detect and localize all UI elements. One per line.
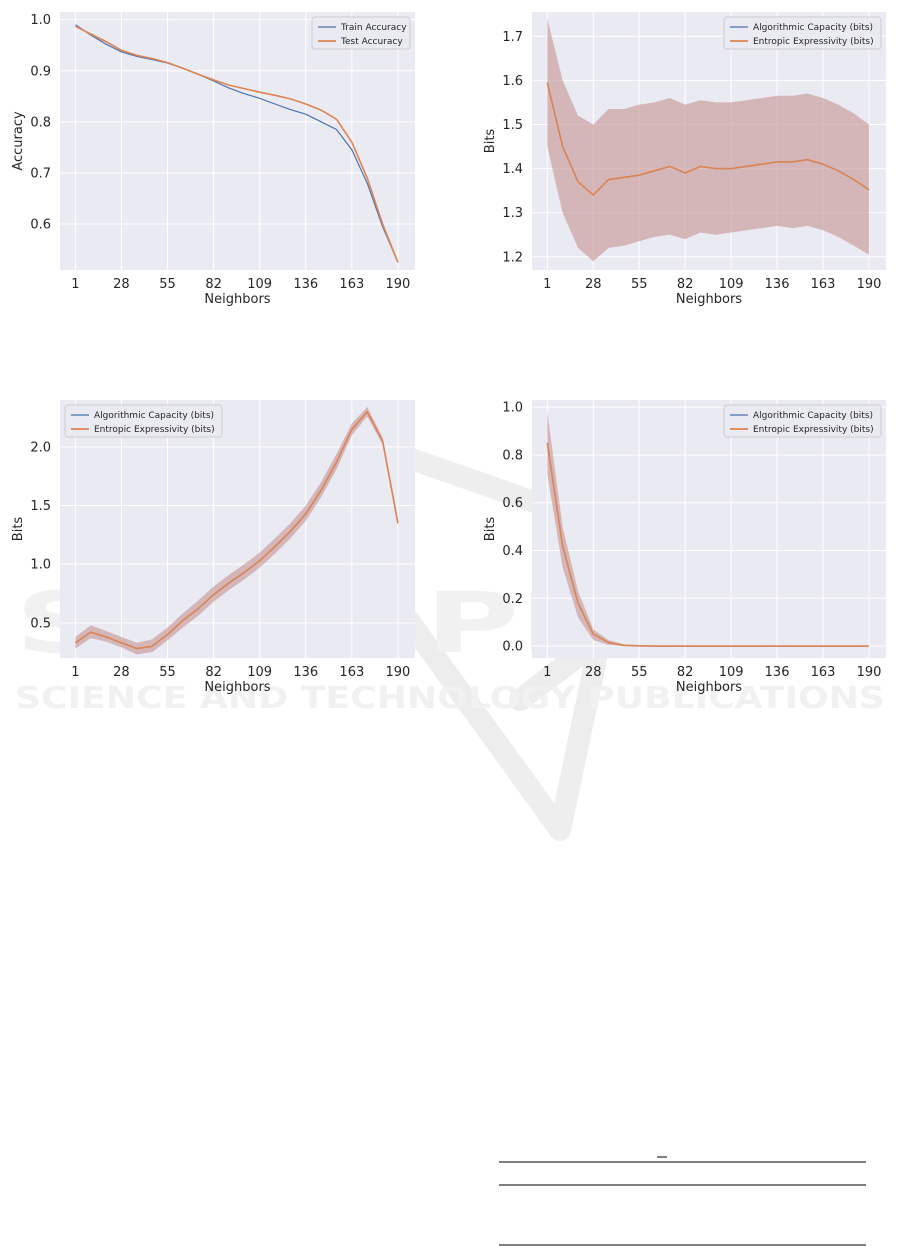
table-rules	[499, 1156, 866, 1246]
y-tick-label: 0.9	[30, 64, 51, 79]
y-tick-label: 0.8	[30, 115, 51, 130]
y-axis-label: Bits	[483, 517, 498, 542]
x-tick-label: 1	[71, 277, 79, 292]
x-tick-label: 28	[113, 277, 130, 292]
x-tick-label: 136	[765, 277, 790, 292]
series-line	[75, 24, 399, 263]
plot-area	[60, 12, 415, 270]
x-axis-label: Neighbors	[676, 680, 742, 695]
y-tick-label: 1.0	[502, 401, 523, 416]
legend-entry: Entropic Expressivity (bits)	[753, 425, 874, 435]
x-tick-label: 55	[631, 665, 648, 680]
x-tick-label: 55	[631, 277, 648, 292]
legend: Algorithmic Capacity (bits) Entropic Expr…	[723, 16, 882, 50]
x-tick-label: 163	[811, 277, 836, 292]
x-tick-label: 1	[71, 665, 79, 680]
x-tick-label: 136	[293, 277, 318, 292]
x-tick-label: 136	[765, 665, 790, 680]
y-tick-label: 1.3	[502, 206, 523, 221]
y-tick-label: 1.0	[30, 13, 51, 28]
x-tick-label: 163	[339, 665, 364, 680]
y-tick-label: 1.5	[30, 499, 51, 514]
series-line	[75, 25, 399, 263]
x-tick-label: 1	[543, 277, 551, 292]
watermark-small-text: SCIENCE AND TECHNOLOGY PUBLICATIONS	[15, 681, 885, 716]
plot-area	[532, 400, 886, 658]
x-tick-label: 163	[339, 277, 364, 292]
y-tick-label: 0.2	[502, 592, 523, 607]
legend-entry: Entropic Expressivity (bits)	[94, 425, 215, 435]
y-tick-label: 1.5	[502, 118, 523, 133]
x-tick-label: 109	[247, 665, 272, 680]
charts: 1 28 55 82 109 136 163 190 0.6 0.7 0.8 0.9 1.0 Neighb…	[11, 12, 886, 695]
legend-entry: Train Accuracy	[340, 23, 407, 33]
legend: Algorithmic Capacity (bits) Entropic Expr…	[723, 404, 882, 438]
chart-4: 1 28 55 82 109 136 163 190 0.0 0.2 0.4 0.6 0.8 1.0 Nei…	[483, 400, 886, 695]
chart-3: 1 28 55 82 109 136 163 190 0.5 1.0 1.5 2.0 Neighbors…	[11, 400, 415, 695]
x-tick-label: 28	[585, 277, 602, 292]
x-tick-label: 190	[857, 277, 882, 292]
y-axis-label: Bits	[11, 517, 26, 542]
y-tick-label: 1.7	[502, 30, 523, 45]
x-tick-label: 1	[543, 665, 551, 680]
legend-entry: Test Accuracy	[340, 37, 403, 47]
plot-area	[60, 400, 415, 658]
y-tick-label: 1.4	[502, 162, 523, 177]
x-axis-label: Neighbors	[676, 292, 742, 307]
x-tick-label: 82	[205, 277, 222, 292]
legend: Train Accuracy Test Accuracy	[311, 16, 411, 50]
y-axis-label: Bits	[483, 129, 498, 154]
y-tick-label: 0.4	[502, 544, 523, 559]
legend-frame	[723, 16, 882, 50]
y-tick-label: 1.0	[30, 558, 51, 573]
y-axis-label: Accuracy	[11, 111, 26, 171]
legend-entry: Algorithmic Capacity (bits)	[753, 411, 873, 421]
y-tick-label: 0.8	[502, 448, 523, 463]
x-tick-label: 55	[159, 665, 176, 680]
x-tick-label: 163	[811, 665, 836, 680]
y-tick-label: 2.0	[30, 440, 51, 455]
x-tick-label: 190	[386, 665, 411, 680]
x-tick-label: 190	[857, 665, 882, 680]
y-tick-label: 0.7	[30, 166, 51, 181]
series-line	[546, 82, 870, 196]
y-tick-label: 0.0	[502, 640, 523, 655]
legend-frame	[311, 16, 411, 50]
series-line	[74, 410, 399, 650]
legend-entry: Entropic Expressivity (bits)	[753, 37, 874, 47]
x-tick-label: 109	[719, 277, 744, 292]
x-tick-label: 55	[159, 277, 176, 292]
legend: Algorithmic Capacity (bits) Entropic Expr…	[64, 404, 223, 438]
y-tick-label: 0.5	[30, 616, 51, 631]
legend-frame	[723, 404, 882, 438]
legend-frame	[64, 404, 223, 438]
x-axis-label: Neighbors	[204, 292, 270, 307]
series-line	[546, 442, 869, 647]
x-tick-label: 136	[293, 665, 318, 680]
y-tick-label: 1.2	[502, 250, 523, 265]
confidence-band	[547, 18, 869, 262]
y-tick-label: 0.6	[502, 496, 523, 511]
x-axis-label: Neighbors	[204, 680, 270, 695]
x-tick-label: 28	[113, 665, 130, 680]
y-tick-label: 0.6	[30, 218, 51, 233]
chart-1: 1 28 55 82 109 136 163 190 0.6 0.7 0.8 0.9 1.0 Neighb…	[11, 12, 415, 307]
y-tick-label: 1.6	[502, 74, 523, 89]
legend-entry: Algorithmic Capacity (bits)	[94, 411, 214, 421]
legend-entry: Algorithmic Capacity (bits)	[753, 23, 873, 33]
x-tick-label: 28	[585, 665, 602, 680]
x-tick-label: 109	[247, 277, 272, 292]
chart-2: 1 28 55 82 109 136 163 190 1.2 1.3 1.4 1.5 1.6 1.7 Nei…	[483, 12, 886, 307]
x-tick-label: 109	[719, 665, 744, 680]
x-tick-label: 82	[677, 665, 694, 680]
x-tick-label: 82	[677, 277, 694, 292]
x-tick-label: 82	[205, 665, 222, 680]
x-tick-label: 190	[386, 277, 411, 292]
